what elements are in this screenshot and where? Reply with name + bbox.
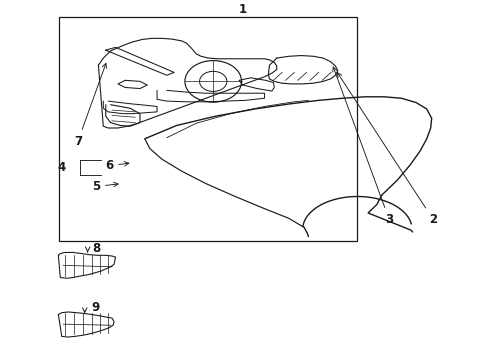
Text: 5: 5 [92,180,118,193]
Text: 4: 4 [58,161,66,174]
Text: 9: 9 [92,301,100,314]
Text: 8: 8 [92,242,100,255]
Text: 1: 1 [239,3,246,16]
Text: 7: 7 [74,63,106,148]
Text: 3: 3 [333,67,393,226]
Text: 2: 2 [338,73,437,226]
Text: 6: 6 [105,159,129,172]
Bar [59,17,357,241]
